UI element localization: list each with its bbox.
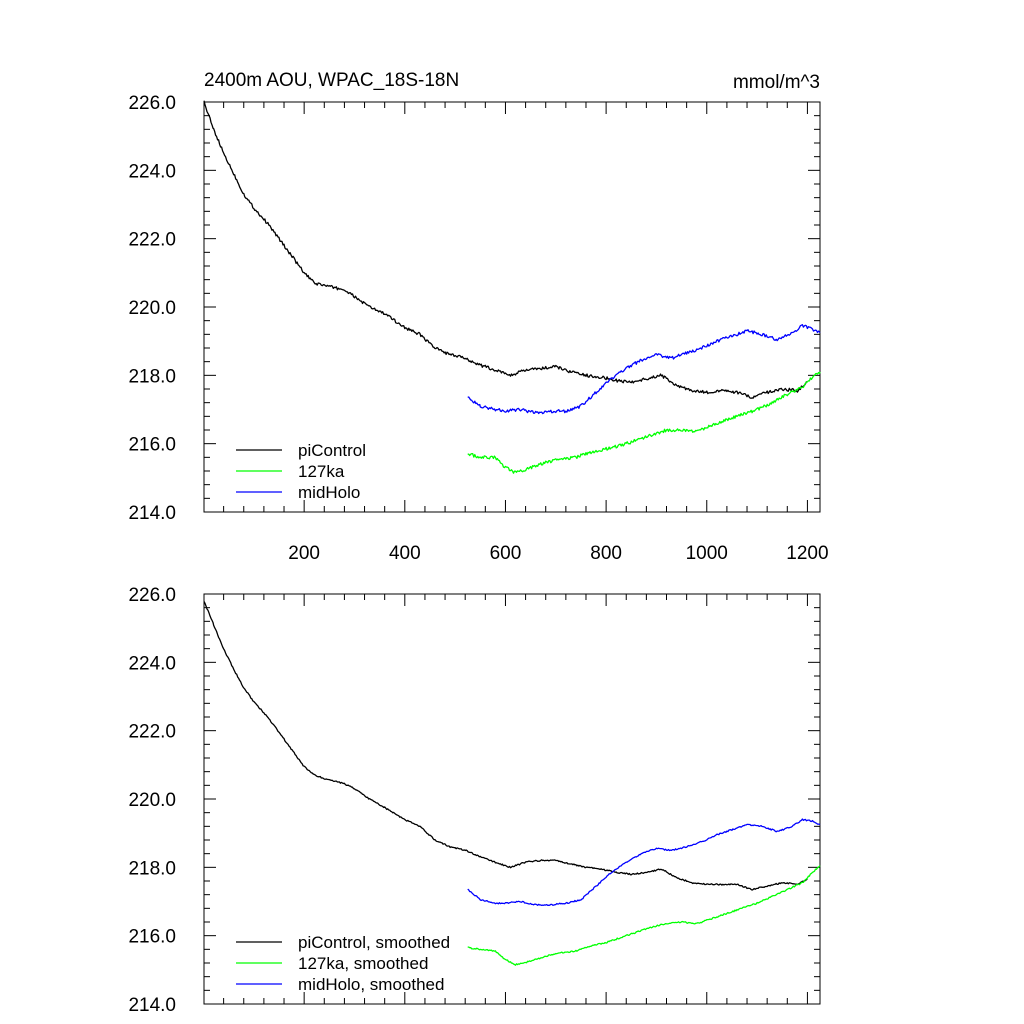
y-tick-label: 222.0 <box>128 230 176 251</box>
x-tick-label: 1200 <box>786 543 828 564</box>
y-tick-label: 216.0 <box>128 927 176 948</box>
y-tick-label: 224.0 <box>128 653 176 674</box>
top-chart-title: 2400m AOU, WPAC_18S-18N <box>204 70 459 91</box>
top-axis-ticks: 214.0 216.0 218.0 220.0 222.0 224.0 226.0 200 40… <box>128 93 828 564</box>
top-panel: 2400m AOU, WPAC_18S-18N mmol/m^3 214.021… <box>128 70 828 564</box>
legend-label: 127ka, smoothed <box>298 954 428 973</box>
y-tick-label: 226.0 <box>128 585 176 606</box>
series-line-picontrol <box>203 100 808 399</box>
y-tick-label: 226.0 <box>128 93 176 114</box>
x-tick-label: 1000 <box>686 543 728 564</box>
series-line-midholo-smoothed <box>467 818 821 907</box>
top-series-group <box>203 100 821 474</box>
legend-label: piControl <box>298 441 366 460</box>
y-tick-label: 222.0 <box>128 722 176 743</box>
y-tick-label: 214.0 <box>128 503 176 524</box>
y-tick-label: 220.0 <box>128 298 176 319</box>
bottom-panel: 214.0 216.0 218.0 220.0 222.0 224.0 226.0 piCo… <box>128 585 821 1016</box>
y-tick-label: 216.0 <box>128 435 176 456</box>
bottom-axis-ticks: 214.0 216.0 218.0 220.0 222.0 224.0 226.0 <box>128 585 820 1016</box>
y-tick-label: 224.0 <box>128 161 176 182</box>
bottom-series-group <box>203 601 821 966</box>
legend-label: midHolo, smoothed <box>298 975 444 994</box>
x-tick-label: 400 <box>389 543 421 564</box>
y-tick-label: 214.0 <box>128 995 176 1016</box>
series-line-picontrol-smoothed <box>203 601 808 891</box>
top-plot-frame <box>203 101 821 513</box>
legend-label: 127ka <box>298 462 345 481</box>
x-tick-label: 200 <box>288 543 320 564</box>
y-tick-label: 220.0 <box>128 790 176 811</box>
legend-label: piControl, smoothed <box>298 933 450 952</box>
series-line-midholo <box>467 324 821 415</box>
series-line-127ka <box>467 371 821 474</box>
legend-label: midHolo <box>298 483 360 502</box>
y-tick-label: 218.0 <box>128 858 176 879</box>
series-line-127ka-smoothed <box>467 865 821 966</box>
y-tick-label: 218.0 <box>128 366 176 387</box>
top-chart-units: mmol/m^3 <box>733 72 820 93</box>
x-tick-label: 600 <box>490 543 522 564</box>
top-legend: piControl 127ka midHolo <box>236 441 366 502</box>
x-tick-label: 800 <box>590 543 622 564</box>
bottom-legend: piControl, smoothed 127ka, smoothed midHol… <box>236 933 450 994</box>
bottom-plot-frame <box>203 593 821 1005</box>
